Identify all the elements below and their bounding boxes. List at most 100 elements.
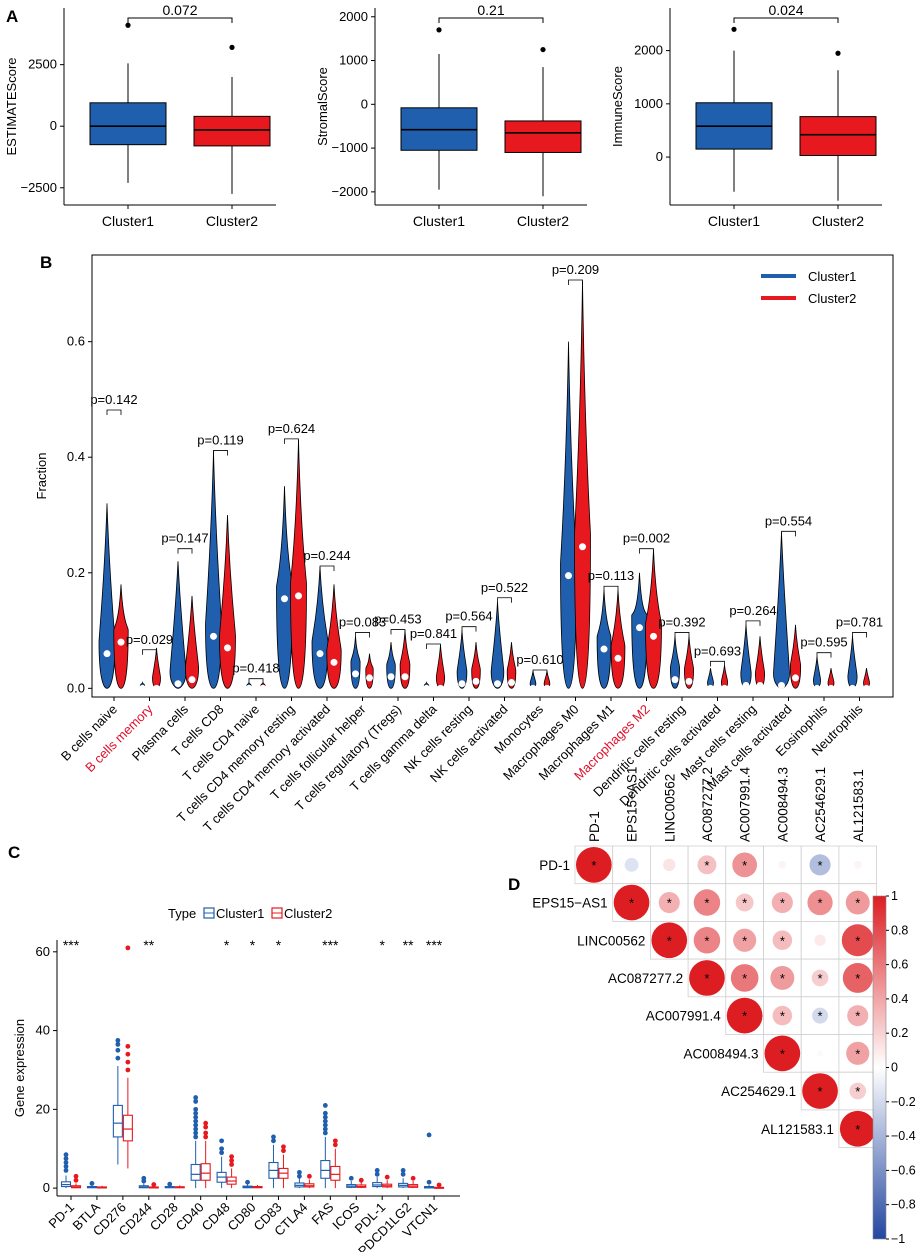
significance-bracket bbox=[426, 643, 441, 649]
significance-star: * bbox=[855, 1084, 860, 1099]
violin-cluster2 bbox=[399, 630, 411, 689]
outlier-point bbox=[115, 1041, 121, 1047]
p-value-label: p=0.147 bbox=[161, 531, 208, 546]
violin-cluster2 bbox=[574, 280, 591, 689]
y-tick-label: 0 bbox=[361, 96, 368, 111]
outlier-point bbox=[281, 1144, 286, 1150]
significance-star: * bbox=[667, 896, 672, 911]
outlier-point bbox=[297, 1173, 302, 1179]
significance-star: * bbox=[818, 896, 823, 911]
box-cluster2 bbox=[799, 116, 877, 156]
correlation-circle bbox=[651, 922, 688, 959]
significance-bracket bbox=[390, 629, 406, 635]
significance-bracket bbox=[355, 632, 370, 638]
significance-star: * bbox=[855, 1009, 860, 1024]
p-value-label: p=0.244 bbox=[303, 548, 350, 563]
violin-cluster2 bbox=[435, 644, 446, 689]
y-tick-label: 0.4 bbox=[67, 449, 85, 464]
significance-bracket bbox=[127, 17, 233, 23]
violin-cluster1 bbox=[560, 341, 577, 689]
row-label: EPS15−AS1 bbox=[532, 896, 607, 911]
outlier-point bbox=[141, 1175, 147, 1181]
significance-star: * bbox=[855, 933, 860, 948]
y-tick-label: 1000 bbox=[634, 96, 663, 111]
outlier-point bbox=[229, 44, 235, 51]
violin-cluster1 bbox=[276, 486, 293, 689]
violin-cluster2 bbox=[365, 653, 374, 689]
outlier-point bbox=[219, 1146, 225, 1152]
significance-star: * bbox=[818, 971, 823, 986]
violin-median-point bbox=[614, 654, 622, 662]
violin-median-point bbox=[685, 677, 693, 685]
colorbar-tick-label: −0.6 bbox=[891, 1163, 916, 1177]
colorbar-tick-label: 1 bbox=[891, 889, 898, 903]
column-label: AC008494.3 bbox=[775, 767, 790, 842]
y-axis-label: StromalScore bbox=[315, 67, 330, 146]
correlation-circle bbox=[772, 1005, 793, 1026]
violin-median-point bbox=[636, 624, 643, 632]
correlation-circle bbox=[849, 1082, 867, 1100]
significance-bracket bbox=[319, 565, 335, 571]
violin-cluster2 bbox=[184, 595, 200, 689]
p-value-label: p=0.209 bbox=[552, 262, 599, 277]
violin-median-point bbox=[103, 650, 111, 658]
x-tick-label: Cluster1 bbox=[413, 213, 465, 229]
box-cluster2 bbox=[122, 1114, 133, 1142]
outlier-point bbox=[193, 1099, 199, 1104]
violin-median-point bbox=[295, 592, 302, 600]
significance-star: * bbox=[818, 858, 823, 873]
outlier-point bbox=[245, 1179, 250, 1185]
p-value-label: p=0.264 bbox=[729, 603, 776, 618]
significance-bracket bbox=[106, 409, 122, 415]
p-value-label: p=0.624 bbox=[268, 421, 315, 436]
outlier-point bbox=[125, 945, 131, 951]
p-value-label: p=0.113 bbox=[588, 568, 634, 583]
violin-cluster2 bbox=[754, 636, 766, 689]
outlier-point bbox=[322, 1110, 328, 1116]
significance-star: * bbox=[667, 933, 672, 948]
box-cluster1 bbox=[89, 102, 167, 146]
outlier-point bbox=[203, 1130, 209, 1136]
outlier-point bbox=[410, 1175, 416, 1181]
significance-bracket bbox=[142, 649, 157, 655]
significance-star: * bbox=[818, 1084, 823, 1099]
significance-star: * bbox=[704, 858, 709, 873]
violin-median-point bbox=[792, 674, 799, 682]
violin-cluster1 bbox=[669, 636, 681, 689]
outlier-point bbox=[835, 50, 841, 56]
violin-cluster1 bbox=[490, 601, 505, 689]
violin-median-point bbox=[174, 680, 182, 688]
significance-star: * bbox=[629, 896, 634, 911]
x-tick-label: Cluster1 bbox=[708, 213, 760, 229]
outlier-point bbox=[332, 1138, 338, 1144]
significance-bracket bbox=[213, 450, 228, 456]
y-tick-label: 2000 bbox=[339, 9, 368, 24]
outlier-point bbox=[374, 1171, 380, 1177]
outlier-point bbox=[348, 1175, 354, 1181]
outlier-point bbox=[322, 1118, 328, 1124]
violin-cluster2 bbox=[113, 584, 129, 689]
violin-cluster1 bbox=[169, 561, 187, 689]
correlation-circle bbox=[807, 889, 833, 916]
significance-stars: ** bbox=[143, 937, 154, 953]
row-label: AC007991.4 bbox=[646, 1009, 722, 1024]
violin-median-point bbox=[458, 680, 466, 688]
outlier-point bbox=[125, 1059, 131, 1065]
violin-median-point bbox=[756, 681, 764, 689]
correlation-circle bbox=[697, 855, 717, 875]
panel-d-correlation-matrix: * * * * PD-1 PD-1 * * * * * * * EPS15−AS1 EPS15−AS1 * * *… bbox=[532, 766, 915, 1246]
correlation-circle bbox=[772, 930, 793, 951]
violin-median-point bbox=[849, 684, 856, 692]
violin-median-point bbox=[778, 681, 785, 689]
column-label: AL121583.1 bbox=[851, 769, 866, 842]
panel-c-checkpoint-boxplots: 0 20 40 60 Gene expression Type Cluster1 Cluste… bbox=[12, 906, 460, 1252]
violin-cluster1 bbox=[98, 503, 116, 689]
outlier-point bbox=[426, 1179, 432, 1185]
significance-bracket bbox=[733, 17, 839, 23]
p-value-label: p=0.841 bbox=[410, 626, 457, 641]
violin-median-point bbox=[316, 650, 324, 658]
y-tick-label: 0.2 bbox=[67, 565, 85, 580]
violin-median-point bbox=[543, 684, 551, 692]
violin-cluster1 bbox=[847, 636, 858, 689]
